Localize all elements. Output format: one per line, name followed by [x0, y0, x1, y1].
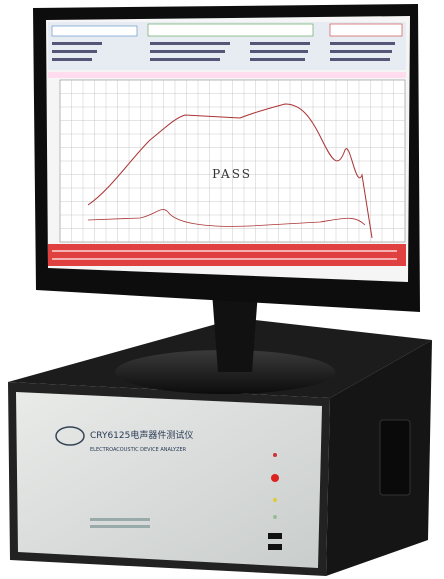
- indicator: [273, 515, 277, 519]
- legend-bar: [48, 72, 406, 78]
- screen-box: [51, 25, 138, 37]
- bottom-bar-line: [52, 258, 397, 260]
- device-model: CRY6125电声器件测试仪: [90, 429, 193, 441]
- pass-status: PASS: [212, 167, 252, 181]
- power-button: [271, 474, 279, 482]
- box-side: [326, 340, 432, 576]
- maker-line: [90, 525, 150, 528]
- indicator: [273, 453, 277, 457]
- usb-port: [268, 544, 282, 550]
- grid: [60, 80, 405, 242]
- front-panel: [16, 392, 322, 568]
- readout-lines: [52, 42, 395, 61]
- screen-box: [329, 23, 403, 37]
- monitor: PASS: [33, 4, 420, 312]
- logo: [55, 426, 85, 446]
- bottom-bar-line: [52, 250, 397, 252]
- usb-port: [268, 533, 282, 539]
- indicator: [273, 498, 277, 502]
- stand-neck: [212, 292, 258, 372]
- bottom-bar: [48, 244, 406, 266]
- device-subtitle: ELECTROACOUSTIC DEVICE ANALYZER: [90, 447, 187, 453]
- distortion-curve: [87, 209, 366, 227]
- maker-line: [90, 518, 150, 521]
- handle: [379, 419, 411, 496]
- screen-box: [147, 23, 314, 37]
- response-curve: [87, 103, 373, 239]
